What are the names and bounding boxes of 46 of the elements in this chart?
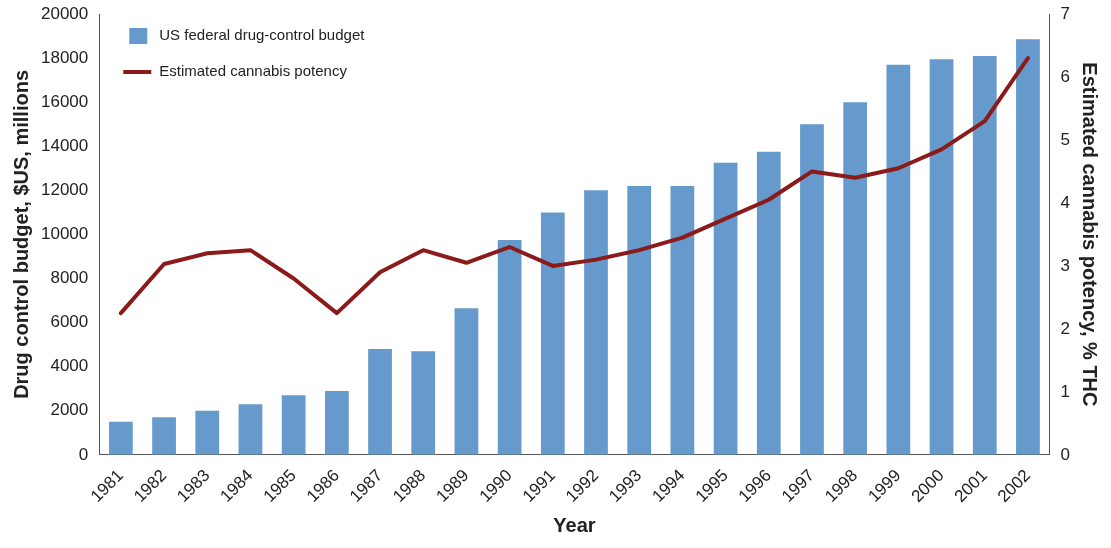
- y-tick-label: 18000: [40, 47, 89, 67]
- y-tick-label: 14000: [40, 135, 89, 155]
- y2-tick-label: 2: [1060, 318, 1071, 338]
- bar: [972, 55, 997, 455]
- bar: [411, 351, 436, 455]
- y-tick-label: 6000: [50, 312, 89, 332]
- bar: [800, 124, 824, 455]
- y2-axis-title: Estimated cannabis potency, % THC: [1079, 62, 1102, 407]
- x-axis-title: Year: [553, 513, 596, 536]
- bar: [238, 404, 263, 455]
- y-tick-label: 16000: [40, 91, 89, 111]
- y-tick-label: 20000: [40, 3, 89, 23]
- bar: [497, 239, 522, 455]
- bar: [584, 190, 608, 455]
- bar: [454, 308, 479, 455]
- y-tick-label: 4000: [50, 356, 89, 376]
- bar: [540, 212, 565, 455]
- y2-tick-label: 7: [1060, 3, 1071, 23]
- y2-tick-label: 5: [1060, 129, 1071, 149]
- y-tick-label: 12000: [40, 180, 89, 200]
- bar: [368, 349, 392, 455]
- y2-tick-label: 4: [1060, 192, 1071, 212]
- bar: [670, 185, 695, 455]
- bar: [195, 410, 220, 455]
- legend-label: Estimated cannabis potency: [159, 62, 348, 80]
- y2-tick-label: 6: [1060, 66, 1071, 86]
- bar: [756, 151, 781, 455]
- legend-label: US federal drug-control budget: [159, 26, 366, 44]
- bar: [713, 162, 738, 455]
- y2-tick-label: 1: [1060, 381, 1071, 401]
- bar: [627, 185, 652, 455]
- bar: [1016, 39, 1040, 455]
- bar: [886, 64, 911, 455]
- y2-tick-label: 3: [1060, 255, 1071, 275]
- y-tick-label: 8000: [50, 268, 89, 288]
- y-axis-title: Drug control budget, $US, millions: [9, 69, 32, 399]
- y-tick-label: 0: [78, 444, 89, 464]
- bar: [152, 417, 176, 455]
- bar: [929, 59, 954, 455]
- bar: [281, 395, 306, 455]
- y-tick-label: 10000: [40, 224, 89, 244]
- bar: [324, 390, 349, 455]
- y-tick-label: 2000: [50, 400, 89, 420]
- y2-tick-label: 0: [1060, 444, 1071, 464]
- bar: [843, 102, 868, 455]
- bar: [108, 421, 133, 455]
